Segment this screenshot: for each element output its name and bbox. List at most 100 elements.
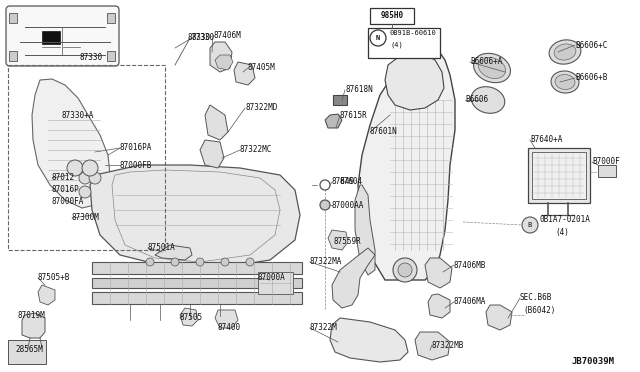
Circle shape bbox=[89, 172, 101, 184]
Text: B6606+A: B6606+A bbox=[470, 58, 502, 67]
Polygon shape bbox=[486, 305, 512, 330]
Circle shape bbox=[67, 160, 83, 176]
Bar bbox=[92, 292, 302, 304]
Text: B6606: B6606 bbox=[465, 96, 488, 105]
Bar bbox=[528, 148, 590, 203]
Bar bbox=[9, 51, 17, 61]
Polygon shape bbox=[330, 318, 408, 362]
Bar bbox=[92, 278, 302, 288]
Circle shape bbox=[320, 200, 330, 210]
Text: 87322MC: 87322MC bbox=[240, 145, 273, 154]
Polygon shape bbox=[215, 310, 238, 328]
Circle shape bbox=[370, 30, 386, 46]
Text: 87406MA: 87406MA bbox=[454, 298, 486, 307]
Circle shape bbox=[82, 160, 98, 176]
Polygon shape bbox=[358, 48, 455, 280]
Text: 28565M: 28565M bbox=[15, 346, 43, 355]
Bar bbox=[107, 51, 115, 61]
Text: B: B bbox=[528, 222, 532, 228]
Text: 87016P: 87016P bbox=[52, 186, 80, 195]
Circle shape bbox=[398, 263, 412, 277]
Text: (4): (4) bbox=[555, 228, 569, 237]
Polygon shape bbox=[38, 285, 55, 305]
FancyBboxPatch shape bbox=[6, 6, 119, 66]
Ellipse shape bbox=[549, 40, 581, 64]
Circle shape bbox=[196, 258, 204, 266]
Text: B7000F: B7000F bbox=[592, 157, 620, 167]
Circle shape bbox=[320, 180, 330, 190]
Bar bbox=[92, 262, 302, 274]
Ellipse shape bbox=[555, 74, 575, 90]
Text: 87501A: 87501A bbox=[148, 244, 176, 253]
Text: 87406MB: 87406MB bbox=[454, 260, 486, 269]
Text: 87601N: 87601N bbox=[370, 128, 397, 137]
Text: 87615R: 87615R bbox=[340, 110, 368, 119]
Text: 985H0: 985H0 bbox=[380, 12, 404, 20]
Polygon shape bbox=[428, 294, 450, 318]
Circle shape bbox=[79, 186, 91, 198]
Polygon shape bbox=[155, 245, 192, 260]
Text: N: N bbox=[376, 35, 380, 41]
Text: 87322MD: 87322MD bbox=[245, 103, 277, 112]
Text: 87000AA: 87000AA bbox=[332, 201, 364, 209]
Circle shape bbox=[221, 258, 229, 266]
Text: 87000FA: 87000FA bbox=[52, 198, 84, 206]
Text: 87330: 87330 bbox=[192, 33, 215, 42]
Polygon shape bbox=[355, 185, 375, 275]
Polygon shape bbox=[415, 332, 450, 360]
Polygon shape bbox=[180, 308, 198, 326]
Text: 87405M: 87405M bbox=[248, 64, 276, 73]
Text: B6606+C: B6606+C bbox=[575, 41, 607, 49]
Text: 87505+B: 87505+B bbox=[38, 273, 70, 282]
Text: 87322MA: 87322MA bbox=[310, 257, 342, 266]
Polygon shape bbox=[205, 105, 228, 140]
Text: 87019M: 87019M bbox=[18, 311, 45, 320]
Text: 87618N: 87618N bbox=[345, 86, 372, 94]
Polygon shape bbox=[200, 140, 224, 168]
Polygon shape bbox=[234, 62, 255, 85]
Bar bbox=[368, 28, 440, 58]
Bar bbox=[333, 95, 347, 105]
Text: 87406M: 87406M bbox=[213, 31, 241, 39]
Text: 87016PA: 87016PA bbox=[120, 144, 152, 153]
Polygon shape bbox=[32, 79, 110, 208]
Circle shape bbox=[522, 217, 538, 233]
Text: 87322MB: 87322MB bbox=[432, 340, 465, 350]
Text: 87322M: 87322M bbox=[310, 324, 338, 333]
Circle shape bbox=[393, 258, 417, 282]
Text: B6606+B: B6606+B bbox=[575, 74, 607, 83]
Bar bbox=[42, 31, 60, 44]
Polygon shape bbox=[325, 114, 342, 128]
Bar bbox=[370, 8, 414, 24]
Text: 87300M: 87300M bbox=[72, 214, 100, 222]
Polygon shape bbox=[215, 55, 233, 70]
Circle shape bbox=[171, 258, 179, 266]
Polygon shape bbox=[328, 230, 348, 250]
Text: 0B1A7-0201A: 0B1A7-0201A bbox=[540, 215, 591, 224]
Text: JB70039M: JB70039M bbox=[572, 357, 615, 366]
Text: SEC.B6B: SEC.B6B bbox=[520, 294, 552, 302]
Bar bbox=[8, 65, 165, 250]
Text: 87559R: 87559R bbox=[333, 237, 361, 247]
Text: 87330+A: 87330+A bbox=[62, 110, 94, 119]
Circle shape bbox=[79, 172, 91, 184]
Ellipse shape bbox=[554, 44, 576, 60]
Bar bbox=[532, 152, 586, 199]
Text: 87000FB: 87000FB bbox=[120, 160, 152, 170]
Text: 87330: 87330 bbox=[187, 33, 210, 42]
Text: B7640+A: B7640+A bbox=[530, 135, 563, 144]
Polygon shape bbox=[332, 248, 375, 308]
Text: 0B91B-60610: 0B91B-60610 bbox=[390, 30, 436, 36]
Text: (B6042): (B6042) bbox=[523, 305, 556, 314]
Text: 87000A: 87000A bbox=[258, 273, 285, 282]
Text: 87330: 87330 bbox=[80, 54, 103, 62]
Ellipse shape bbox=[474, 53, 511, 83]
Polygon shape bbox=[425, 258, 452, 288]
Ellipse shape bbox=[551, 71, 579, 93]
Text: 87649: 87649 bbox=[332, 177, 355, 186]
Text: 87012: 87012 bbox=[52, 173, 75, 183]
Bar bbox=[107, 13, 115, 23]
Text: (4): (4) bbox=[390, 42, 403, 48]
Polygon shape bbox=[210, 42, 232, 72]
Bar bbox=[598, 165, 616, 177]
